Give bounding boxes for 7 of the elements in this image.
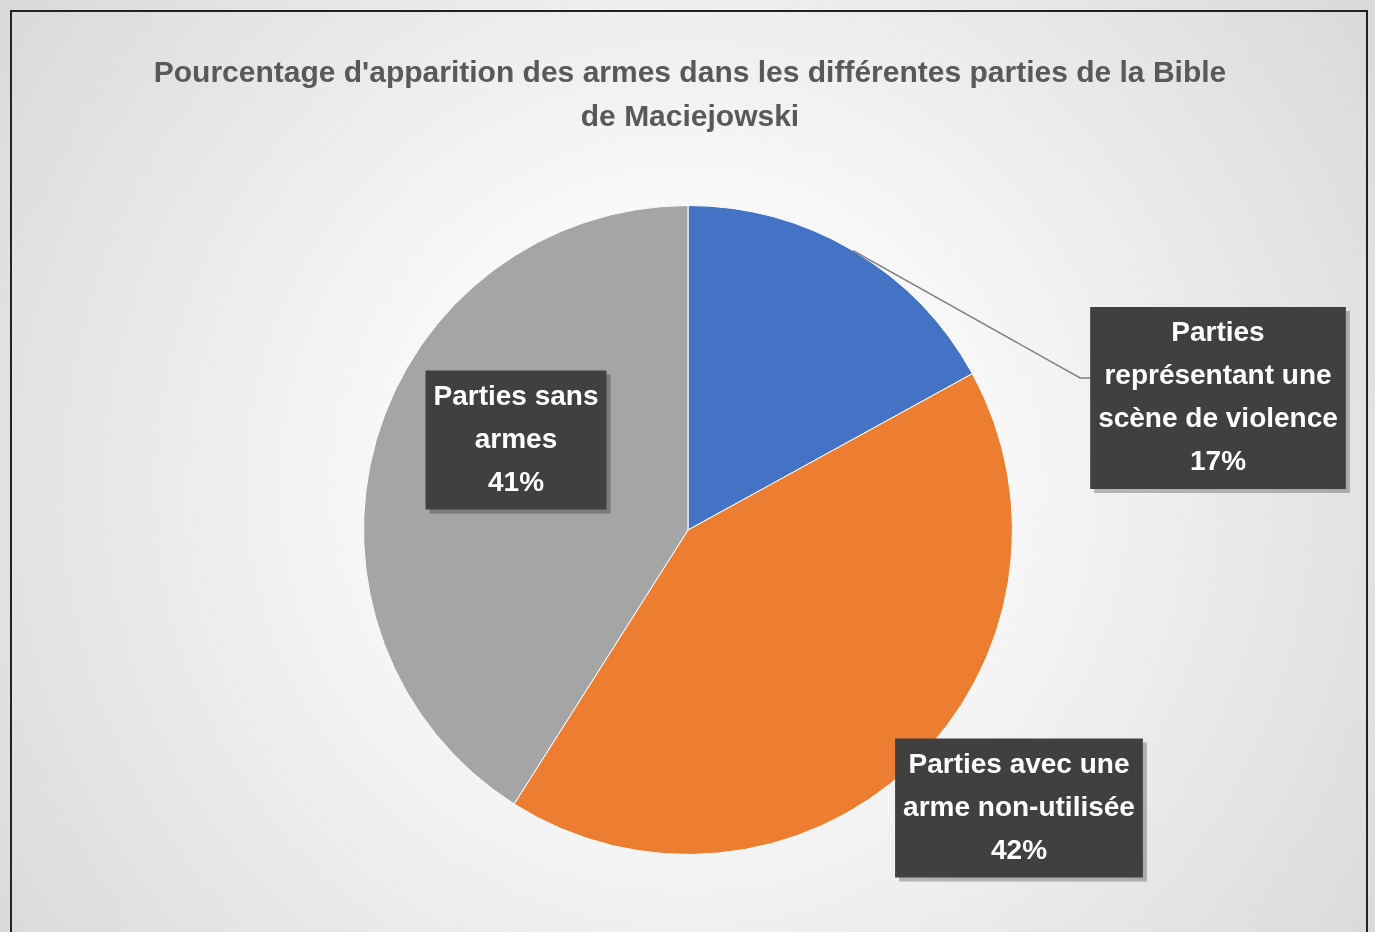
slice-label: Parties avec une arme non-utilisée	[903, 747, 1135, 822]
slice-label: Parties représentant une scène de violence	[1098, 316, 1338, 434]
chart-title: Pourcentage d'apparition des armes dans les différentes parties de la Bible de Maciejowski	[152, 54, 1228, 134]
slice-label: Parties sans armes	[433, 379, 599, 454]
data-label: 41%	[487, 465, 545, 497]
data-label: 42%	[990, 833, 1048, 865]
data-label: 17%	[1189, 445, 1247, 477]
